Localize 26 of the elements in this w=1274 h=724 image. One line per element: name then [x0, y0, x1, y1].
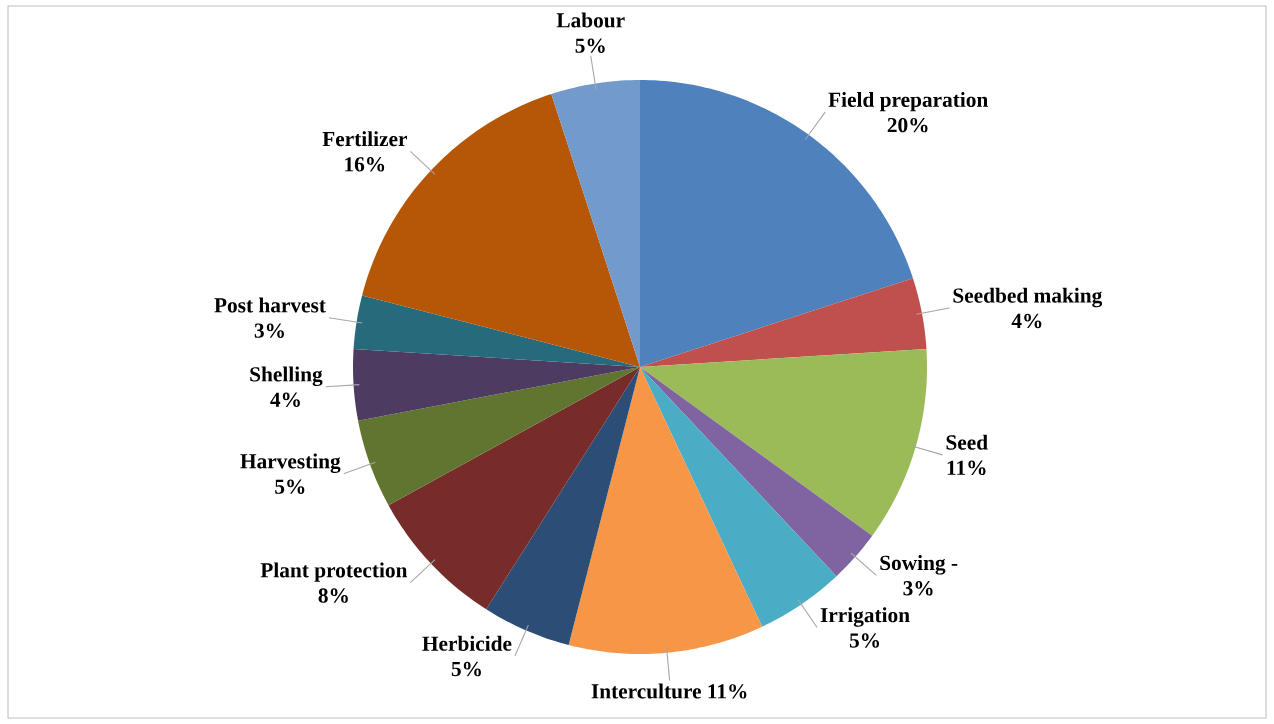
data-label: 8%: [318, 588, 348, 603]
data-label: 5%: [275, 479, 305, 494]
slice-label: Field preparation: [828, 91, 988, 112]
slice-label: Post harvest: [214, 297, 326, 313]
data-label: 4%: [270, 392, 300, 407]
slice-label: Harvesting: [240, 453, 341, 473]
slice-label: Seedbed making: [953, 287, 1103, 308]
data-label: 16%: [345, 157, 385, 172]
data-label: 11%: [947, 460, 986, 476]
data-label: 5%: [575, 38, 605, 53]
data-label: 5%: [849, 633, 880, 648]
data-label: 3%: [903, 581, 933, 596]
data-label: 20%: [887, 117, 928, 133]
slice-label: Irrigation: [820, 607, 910, 627]
slice-label: Fertilizer: [322, 131, 408, 147]
slice-label: Seed: [946, 434, 988, 450]
data-label: 4%: [1011, 313, 1042, 329]
data-label: 11%: [708, 684, 747, 699]
slice-label: Labour: [556, 12, 625, 28]
data-label: 3%: [254, 323, 284, 338]
slice-label: Sowing -: [880, 555, 958, 575]
data-label: 5%: [451, 661, 481, 677]
slice-label: Shelling: [250, 366, 323, 387]
slice-label: Plant protection: [260, 562, 408, 582]
slice-label: Interculture: [591, 683, 701, 699]
slice-label: Herbicide: [422, 635, 512, 651]
